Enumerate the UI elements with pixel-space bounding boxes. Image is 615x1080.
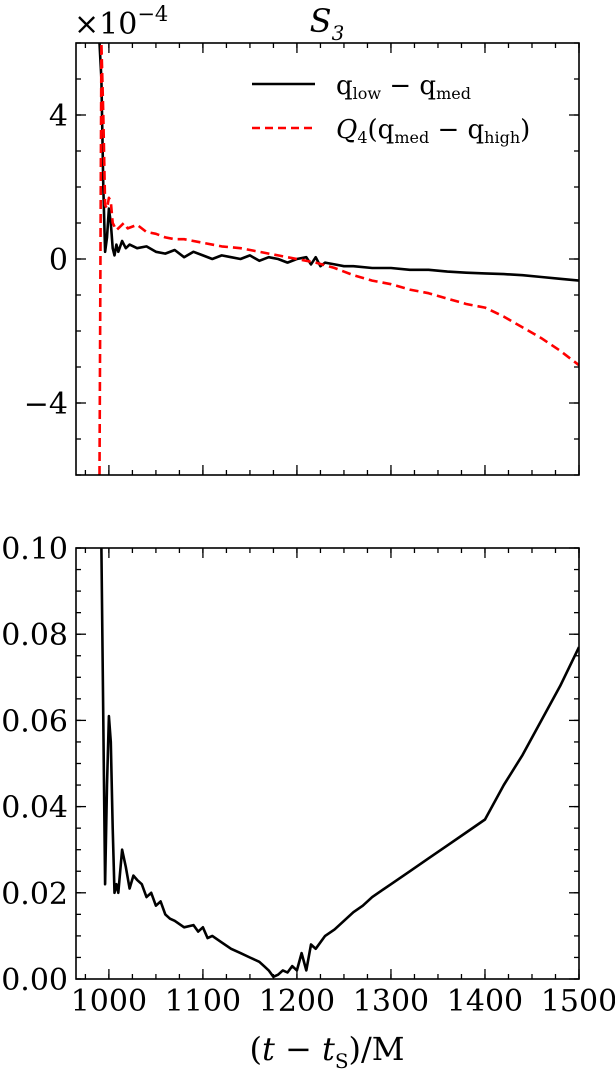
bottom-y-tick-label: 0.02 <box>1 877 68 912</box>
bottom-y-tick-label: 0.06 <box>1 704 68 739</box>
top-y-ticks: −4 0 4 <box>24 42 579 476</box>
bottom-y-tick-label: 0.00 <box>1 963 68 998</box>
bottom-axes-frame <box>75 547 580 980</box>
top-y-tick-label: 0 <box>49 243 68 278</box>
top-x-ticks <box>84 43 580 475</box>
top-axes-frame <box>75 42 580 476</box>
bottom-x-tick-label: 1300 <box>353 984 429 1019</box>
legend-label-q-low-minus-q-med: qlow − qmed <box>336 71 471 103</box>
top-series-line-q-low-q-med <box>98 43 579 282</box>
top-plot-area <box>98 43 579 475</box>
bottom-series-line-1 <box>100 548 579 979</box>
bottom-x-tick-label: 1100 <box>165 984 241 1019</box>
legend: qlow − qmed Q4(qmed − qhigh) <box>252 71 530 147</box>
bottom-y-tick-label: 0.04 <box>1 791 68 826</box>
bottom-y-ticks: 0.00 0.02 0.04 0.06 0.08 0.10 <box>1 532 579 998</box>
bottom-plot-area <box>100 548 579 979</box>
top-y-tick-label: −4 <box>24 387 68 422</box>
bottom-y-tick-label: 0.08 <box>1 618 68 653</box>
bottom-x-tick-label: 1400 <box>447 984 523 1019</box>
top-panel-exponent: ×10−4 <box>74 2 168 42</box>
top-y-tick-label: 4 <box>49 99 68 134</box>
top-panel: S3 ×10−4 −4 0 4 qlow − qmed Q4(qmed − qhig… <box>24 2 580 476</box>
top-series-line-q-4-q-med-q-high <box>98 43 579 475</box>
bottom-x-tick-label: 1200 <box>259 984 335 1019</box>
bottom-x-tick-label: 1500 <box>541 984 615 1019</box>
bottom-x-axis-label: (t − tS)/M <box>249 1030 404 1073</box>
bottom-x-ticks: 1000 1100 1200 1300 1400 1500 <box>71 548 615 1019</box>
legend-label-q4: Q4(qmed − qhigh) <box>336 115 530 147</box>
top-panel-title: S3 <box>310 2 345 45</box>
bottom-panel: 0.00 0.02 0.04 0.06 0.08 0.10 1000 1100 1200 130… <box>1 532 615 1073</box>
bottom-x-tick-label: 1000 <box>71 984 147 1019</box>
bottom-y-tick-label: 0.10 <box>1 532 68 567</box>
